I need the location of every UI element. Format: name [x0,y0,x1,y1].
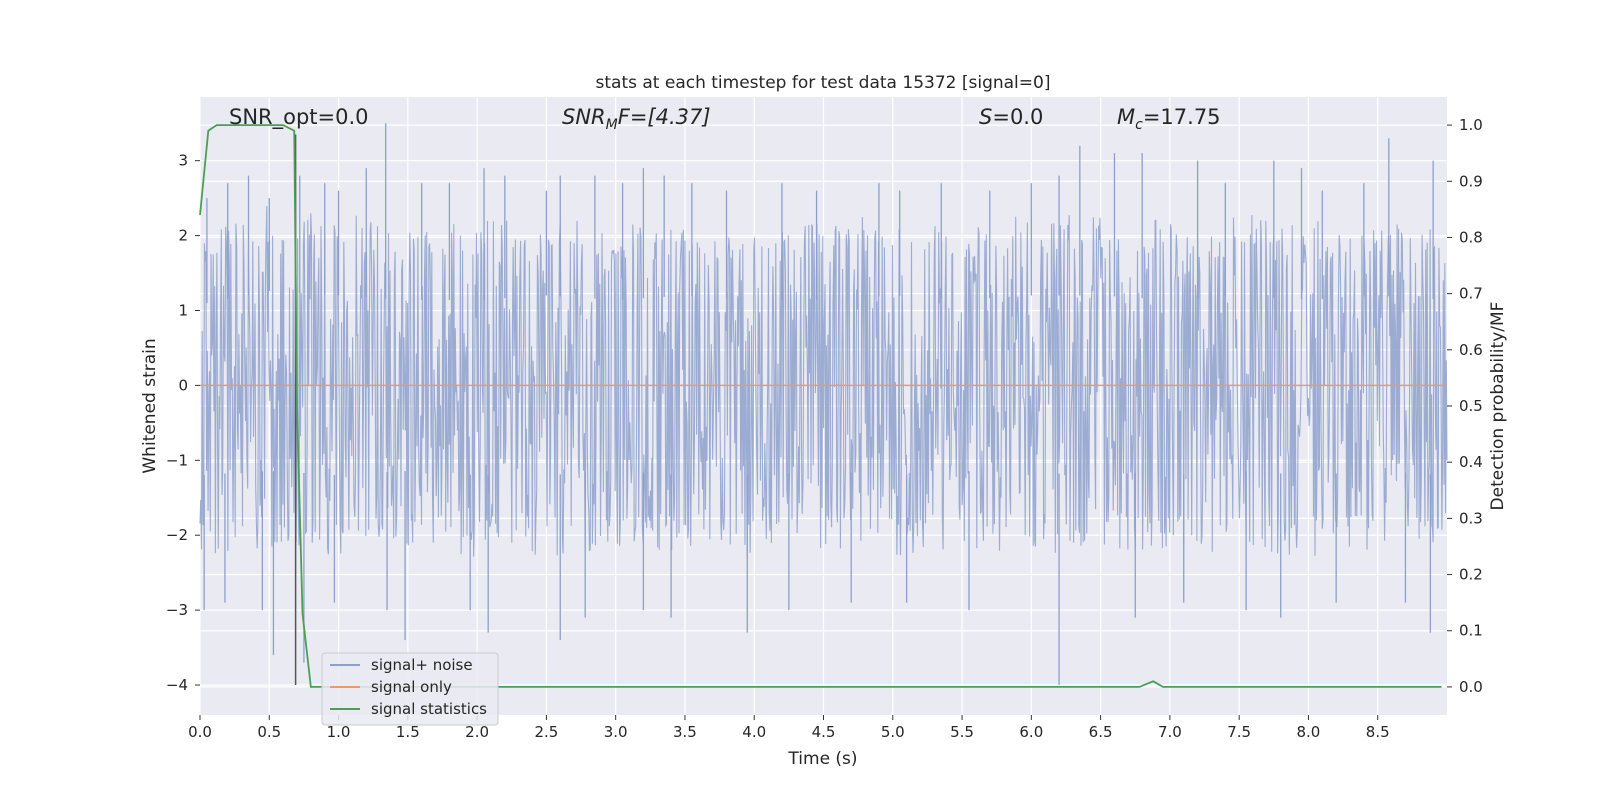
s-rest: =0.0 [992,105,1043,129]
signal-noise-trace [199,205,1448,558]
y-tick-label: −4 [166,676,188,694]
legend-label-signal-only: signal only [371,678,452,696]
y-axis-ticks: −4 −3 −2 −1 0 1 2 3 [166,152,200,694]
x-tick-label: 8.0 [1297,723,1321,741]
y2-tick-label: 0.4 [1459,453,1483,471]
x-tick-label: 2.5 [534,723,558,741]
signal-statistics-series [199,124,1442,688]
x-axis-ticks: 0.0 0.5 1.0 1.5 2.0 2.5 3.0 3.5 4.0 4.5 5.0 5.5 6.0 6… [188,715,1390,741]
y-tick-label: −2 [166,526,188,544]
y2-axis-label: Detection probability/MF [1488,302,1508,511]
y2-tick-label: 0.7 [1459,285,1483,303]
x-tick-label: 5.0 [881,723,905,741]
chart-title: stats at each timestep for test data 153… [596,73,1051,93]
snr-mf-main: SNR [562,105,606,129]
annotation-s: S=0.0 [979,105,1043,129]
x-tick-label: 7.0 [1158,723,1182,741]
x-tick-label: 4.5 [812,723,836,741]
mc-rest: =17.75 [1143,105,1221,129]
x-tick-label: 1.0 [327,723,351,741]
legend-label-signal-statistics: signal statistics [371,700,487,718]
y-tick-label: 0 [178,376,188,394]
y2-tick-label: 0.6 [1459,341,1483,359]
snr-mf-rest: F=[4.37] [618,105,711,129]
x-axis-label: Time (s) [787,749,857,769]
y2-tick-label: 1.0 [1459,116,1483,134]
x-tick-label: 0.5 [257,723,281,741]
y-tick-label: −1 [166,451,188,469]
mc-sub: c [1135,117,1143,133]
y-tick-label: −3 [166,601,188,619]
x-tick-label: 5.5 [950,723,974,741]
x-tick-label: 3.0 [604,723,628,741]
snr-mf-sub: M [606,117,618,133]
x-tick-label: 6.0 [1019,723,1043,741]
x-tick-label: 6.5 [1089,723,1113,741]
y-tick-label: 2 [178,227,188,245]
x-tick-label: 2.0 [465,723,489,741]
y-tick-label: 1 [178,301,188,319]
legend-label-signal-noise: signal+ noise [371,656,473,674]
y2-tick-label: 0.9 [1459,172,1483,190]
signal-noise-series [199,123,1448,686]
y2-axis-ticks: 0.0 0.1 0.2 0.3 0.4 0.5 0.6 0.7 0.8 0.9 1.0 [1447,116,1483,696]
mc-main: M [1117,105,1135,129]
x-tick-label: 8.5 [1366,723,1390,741]
annotation-snr-opt: SNR_opt=0.0 [229,105,369,130]
y2-tick-label: 0.1 [1459,622,1483,640]
s-main: S [979,105,992,129]
y2-tick-label: 0.0 [1459,678,1483,696]
y2-tick-label: 0.8 [1459,228,1483,246]
legend: signal+ noise signal only signal statist… [321,652,499,726]
x-tick-label: 3.5 [673,723,697,741]
y-tick-label: 3 [178,152,188,170]
y2-tick-label: 0.3 [1459,509,1483,527]
annotation-mc: Mc=17.75 [1117,105,1221,133]
legend-box [321,652,499,726]
x-tick-label: 1.5 [396,723,420,741]
y-axis-label: Whitened strain [140,338,160,473]
signal-statistics-line [199,124,1442,688]
annotation-snr-mf: SNRMF=[4.37] [562,105,711,133]
x-tick-label: 4.0 [742,723,766,741]
x-tick-label: 7.5 [1227,723,1251,741]
y2-tick-label: 0.5 [1459,397,1483,415]
x-tick-label: 0.0 [188,723,212,741]
y2-tick-label: 0.2 [1459,566,1483,584]
